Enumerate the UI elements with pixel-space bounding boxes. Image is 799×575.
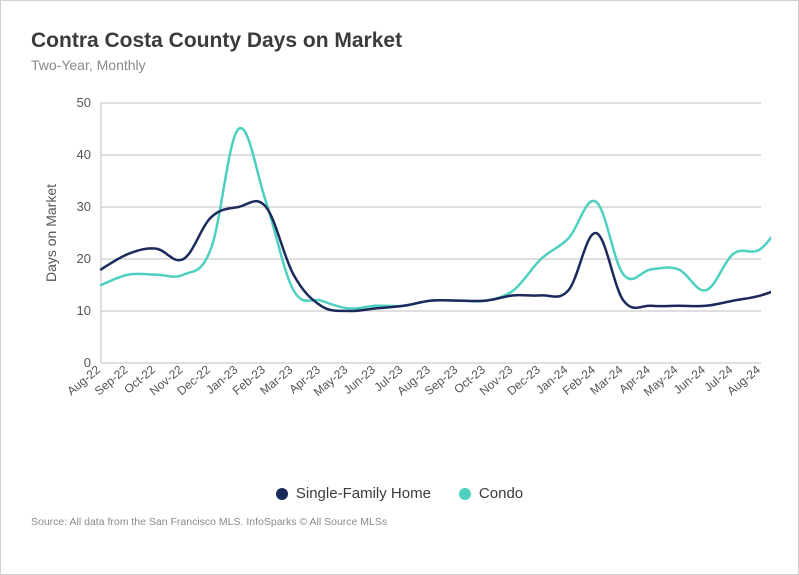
y-axis-title: Days on Market	[43, 184, 59, 282]
legend-swatch	[276, 488, 288, 500]
ytick-label: 40	[77, 147, 91, 162]
chart-card: Contra Costa County Days on Market Two-Y…	[0, 0, 799, 575]
xtick-label: Jun-23	[341, 362, 378, 397]
ytick-label: 50	[77, 95, 91, 110]
chart-subtitle: Two-Year, Monthly	[31, 57, 768, 73]
legend-item: Condo	[459, 485, 523, 502]
xtick-label: Jun-24	[671, 362, 708, 397]
source-text: Source: All data from the San Francisco …	[31, 516, 768, 528]
legend-label: Condo	[479, 485, 523, 502]
legend-swatch	[459, 488, 471, 500]
line-chart-svg: 01020304050Days on MarketAug-22Sep-22Oct…	[31, 83, 771, 443]
legend-label: Single-Family Home	[296, 485, 431, 502]
chart-area: 01020304050Days on MarketAug-22Sep-22Oct…	[31, 83, 771, 483]
legend: Single-Family Home Condo	[31, 485, 768, 502]
ytick-label: 30	[77, 199, 91, 214]
ytick-label: 20	[77, 251, 91, 266]
chart-title: Contra Costa County Days on Market	[31, 29, 768, 53]
legend-item: Single-Family Home	[276, 485, 431, 502]
ytick-label: 10	[77, 303, 91, 318]
series-line	[101, 201, 771, 311]
